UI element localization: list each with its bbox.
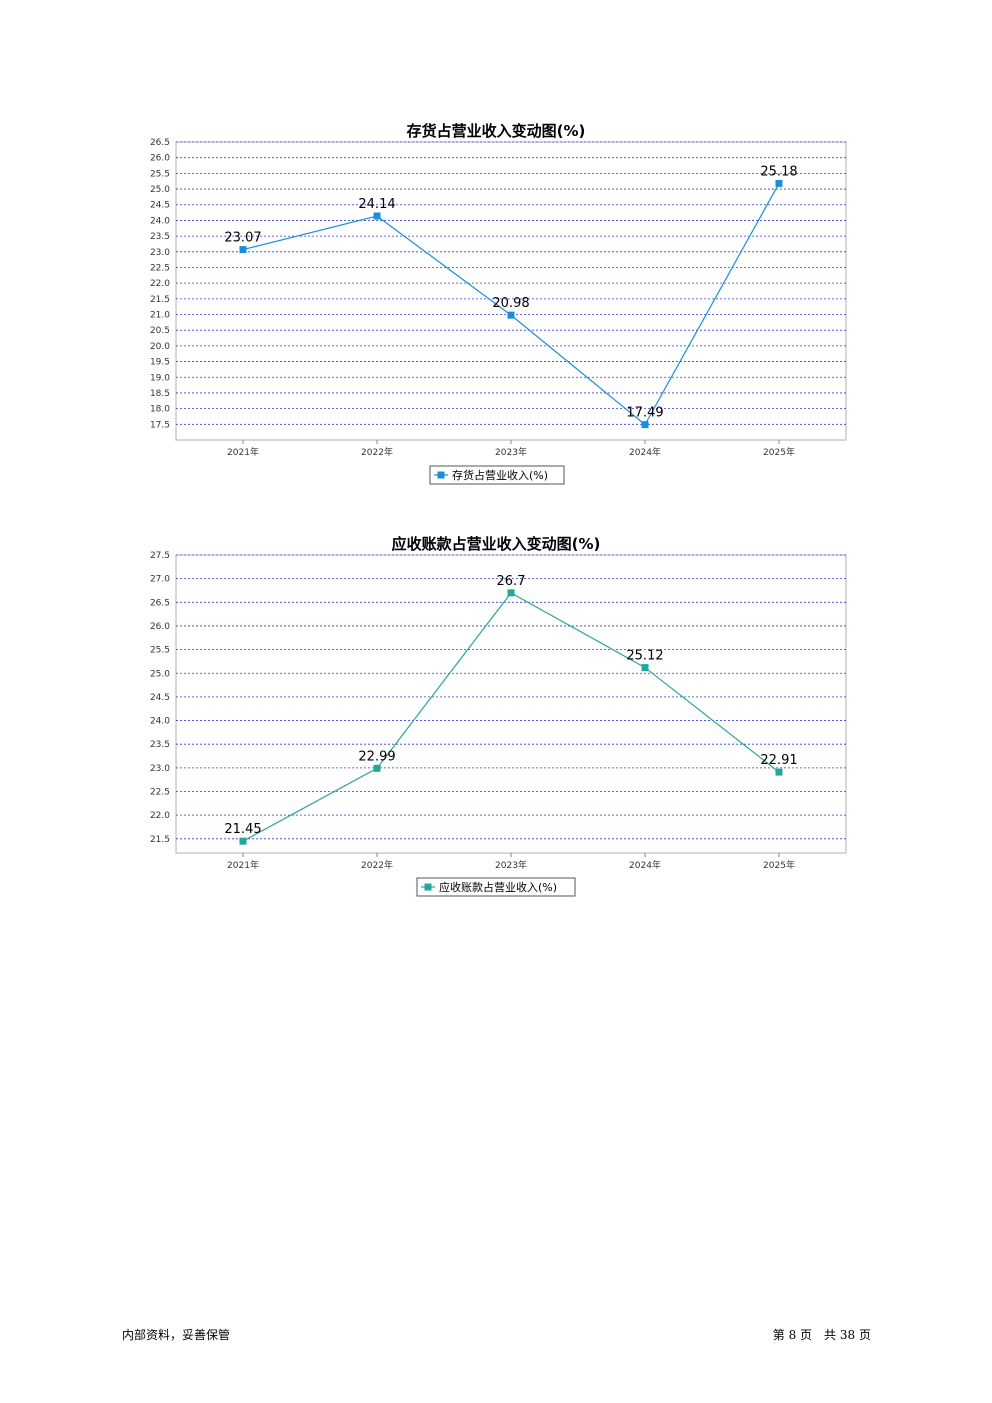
chart-title: 存货占营业收入变动图(%)	[406, 122, 586, 140]
x-tick-label: 2022年	[361, 446, 393, 458]
y-tick-label: 22.5	[150, 263, 170, 273]
data-point	[373, 212, 381, 220]
data-point	[507, 311, 515, 319]
page-prefix: 第	[772, 1328, 785, 1342]
y-tick-label: 20.0	[150, 342, 170, 352]
data-label: 24.14	[358, 197, 395, 212]
x-tick-label: 2021年	[227, 859, 259, 871]
data-label: 21.45	[224, 822, 261, 837]
y-tick-label: 26.5	[150, 138, 170, 148]
data-label: 25.18	[760, 164, 797, 179]
y-tick-label: 25.5	[150, 646, 170, 656]
legend-label: 存货占营业收入(%)	[452, 468, 548, 482]
legend-marker	[437, 471, 445, 479]
chart-inventory-svg: 26.5 26.0 25.5 25.0 24.5 24.0 23.5 23.0 22.5 22.0…	[150, 138, 847, 485]
x-tick-label: 2023年	[495, 446, 527, 458]
y-tick-label: 23.5	[150, 232, 170, 242]
y-tick-label: 19.5	[150, 358, 170, 368]
y-tick-label: 23.5	[150, 740, 170, 750]
y-tick-label: 17.5	[150, 420, 170, 430]
page-mid: 页 共	[800, 1328, 837, 1342]
y-tick-label: 20.5	[150, 326, 170, 336]
x-tick-label: 2023年	[495, 859, 527, 871]
y-tick-label: 21.5	[150, 295, 170, 305]
data-label: 17.49	[626, 406, 663, 421]
x-tick-label: 2025年	[763, 859, 795, 871]
footer-page-info: 第 8 页 共 38 页	[773, 1326, 871, 1343]
y-tick-label: 25.0	[150, 185, 170, 195]
data-point	[641, 421, 649, 429]
y-tick-label: 27.5	[150, 551, 170, 561]
y-tick-label: 24.0	[150, 717, 170, 727]
y-tick-label: 18.0	[150, 405, 170, 415]
y-tick-label: 27.0	[150, 575, 170, 585]
y-tick-label: 22.0	[150, 279, 170, 289]
data-point	[239, 837, 247, 845]
data-label: 25.12	[626, 649, 663, 664]
page-total: 38	[839, 1328, 856, 1342]
chart-title: 应收账款占营业收入变动图(%)	[391, 535, 601, 553]
y-tick-label: 26.0	[150, 622, 170, 632]
data-label: 20.98	[492, 296, 529, 311]
x-tick-label: 2022年	[361, 859, 393, 871]
y-tick-label: 26.5	[150, 598, 170, 608]
legend-label: 应收账款占营业收入(%)	[439, 880, 557, 894]
data-point	[239, 246, 247, 254]
legend-box	[416, 877, 576, 897]
y-tick-label: 23.0	[150, 764, 170, 774]
y-tick-label: 25.0	[150, 669, 170, 679]
footer-confidential-note: 内部资料，妥善保管	[122, 1328, 231, 1342]
y-tick-label: 22.5	[150, 788, 170, 798]
data-label: 22.99	[358, 749, 395, 764]
legend-box	[429, 465, 565, 485]
x-tick-label: 2024年	[629, 446, 661, 458]
y-tick-label: 21.5	[150, 835, 170, 845]
page-suffix: 页	[858, 1328, 871, 1342]
y-tick-label: 18.5	[150, 389, 170, 399]
y-tick-label: 21.0	[150, 311, 170, 321]
y-tick-label: 24.5	[150, 201, 170, 211]
y-tick-label: 24.5	[150, 693, 170, 703]
data-label: 22.91	[760, 753, 797, 768]
x-tick-label: 2021年	[227, 446, 259, 458]
plot-area	[175, 141, 847, 441]
y-tick-label: 19.0	[150, 373, 170, 383]
legend-marker	[424, 883, 432, 891]
data-point	[775, 179, 783, 187]
y-tick-label: 24.0	[150, 216, 170, 226]
x-tick-label: 2024年	[629, 859, 661, 871]
data-point	[373, 764, 381, 772]
page-number: 8	[788, 1328, 797, 1342]
data-point	[507, 589, 515, 597]
y-tick-label: 25.5	[150, 169, 170, 179]
y-tick-label: 22.0	[150, 811, 170, 821]
data-point	[641, 664, 649, 672]
chart-receivables-svg: 27.5 27.0 26.5 26.0 25.5 25.0 24.5 24.0 23.5 23.0…	[150, 551, 847, 897]
x-tick-label: 2025年	[763, 446, 795, 458]
y-tick-label: 23.0	[150, 248, 170, 258]
data-label: 23.07	[224, 231, 261, 246]
data-label: 26.7	[497, 574, 526, 589]
y-tick-label: 26.0	[150, 154, 170, 164]
plot-area	[175, 554, 847, 854]
data-point	[775, 768, 783, 776]
